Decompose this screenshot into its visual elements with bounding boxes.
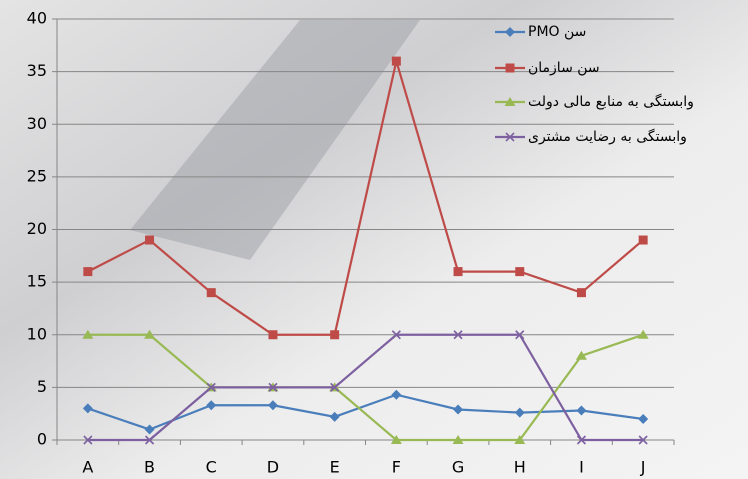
legend-item: سن سازمان bbox=[495, 60, 600, 76]
marker bbox=[638, 413, 649, 424]
marker bbox=[330, 382, 340, 392]
marker bbox=[144, 435, 155, 445]
x-tick-label: C bbox=[206, 458, 217, 477]
marker bbox=[206, 400, 217, 411]
marker bbox=[453, 404, 464, 415]
marker bbox=[504, 97, 516, 106]
marker bbox=[144, 424, 155, 435]
x-tick-label: F bbox=[392, 458, 401, 477]
y-tick-label: 35 bbox=[27, 61, 47, 80]
series-line bbox=[87, 56, 644, 336]
marker bbox=[453, 330, 463, 340]
y-tick-label: 15 bbox=[27, 272, 47, 291]
marker bbox=[391, 389, 402, 400]
marker bbox=[576, 435, 587, 445]
x-tick-label: G bbox=[452, 458, 464, 477]
x-tick-label: E bbox=[330, 458, 340, 477]
y-tick-label: 30 bbox=[27, 114, 47, 133]
marker bbox=[145, 235, 155, 245]
legend-label: وابستگی به منابع مالی دولت bbox=[528, 93, 694, 110]
marker bbox=[515, 267, 525, 277]
marker bbox=[330, 330, 340, 340]
marker bbox=[206, 382, 216, 392]
series-line bbox=[87, 333, 644, 442]
legend-label: سن سازمان bbox=[528, 60, 600, 76]
y-tick-label: 0 bbox=[37, 430, 47, 449]
marker bbox=[268, 382, 278, 392]
marker bbox=[575, 350, 587, 360]
marker bbox=[515, 330, 525, 340]
marker bbox=[391, 56, 401, 66]
marker bbox=[268, 330, 278, 340]
x-tick-label: H bbox=[514, 458, 526, 477]
marker bbox=[505, 132, 515, 142]
legend-label: وابستگی به رضایت مشتری bbox=[528, 128, 687, 145]
marker bbox=[83, 435, 93, 445]
marker bbox=[206, 288, 216, 298]
marker bbox=[452, 435, 464, 444]
legend-item: سن PMO bbox=[495, 24, 586, 40]
marker bbox=[638, 435, 648, 445]
marker bbox=[576, 405, 587, 416]
series-line bbox=[87, 393, 644, 431]
marker bbox=[505, 63, 515, 73]
marker bbox=[576, 288, 586, 298]
series-line bbox=[87, 333, 644, 442]
legend-item: وابستگی به رضایت مشتری bbox=[495, 128, 687, 145]
marker bbox=[329, 411, 340, 422]
y-tick-label: 25 bbox=[27, 166, 47, 185]
y-tick-label: 20 bbox=[27, 219, 47, 238]
x-tick-label: B bbox=[144, 458, 155, 477]
legend-label: سن PMO bbox=[528, 24, 586, 40]
marker bbox=[637, 329, 649, 339]
x-tick-label: A bbox=[82, 458, 93, 477]
marker bbox=[144, 329, 156, 339]
marker bbox=[514, 435, 526, 444]
background-shape bbox=[130, 20, 420, 260]
marker bbox=[391, 330, 401, 340]
y-tick-label: 10 bbox=[27, 324, 47, 343]
y-tick-label: 5 bbox=[37, 377, 47, 396]
marker bbox=[82, 403, 93, 414]
marker bbox=[390, 435, 402, 444]
marker bbox=[453, 267, 463, 277]
marker bbox=[267, 400, 278, 411]
y-tick-label: 40 bbox=[27, 9, 47, 28]
x-tick-label: D bbox=[267, 458, 279, 477]
marker bbox=[505, 27, 515, 37]
x-tick-label: J bbox=[640, 458, 646, 477]
marker bbox=[514, 407, 525, 418]
x-tick-label: I bbox=[579, 458, 584, 477]
marker bbox=[638, 235, 648, 245]
marker bbox=[83, 267, 93, 277]
marker bbox=[82, 329, 94, 339]
legend-item: وابستگی به منابع مالی دولت bbox=[495, 93, 694, 110]
